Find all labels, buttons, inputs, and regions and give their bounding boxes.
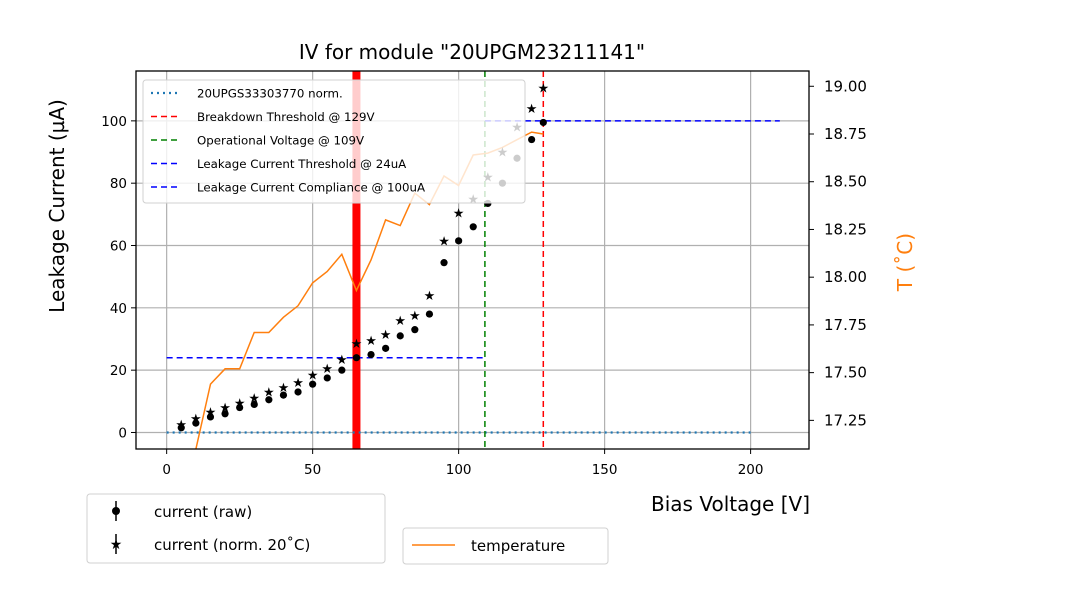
x-axis-label: Bias Voltage [V] [651,492,810,516]
norm-point: ★ [248,392,260,407]
raw-point [177,424,185,432]
legend-norm-label: current (norm. 20˚C) [154,536,310,554]
y2-tick-label: 19.00 [824,77,867,95]
raw-point [192,419,200,427]
x-ticks: 0 50 100 150 200 [162,449,763,478]
norm-point: ★ [205,406,217,421]
norm-point: ★ [380,328,392,343]
raw-point [250,400,258,409]
legend-main-label: Operational Voltage @ 109V [197,134,364,148]
norm-point: ★ [438,234,450,249]
y-tick-label: 80 [110,176,127,192]
norm-point: ★ [351,337,363,352]
raw-point [440,259,448,267]
legend-raw-marker [112,507,120,515]
raw-point [206,413,215,421]
x-tick-label: 100 [446,462,472,478]
raw-point [425,310,434,318]
legend-norm-marker: ★ [110,537,123,553]
raw-point [396,332,404,340]
y2-tick-label: 18.50 [824,173,867,191]
norm-point: ★ [175,418,187,433]
legend-main-label: Leakage Current Compliance @ 100uA [197,181,425,195]
legend-temperature-box [402,527,609,565]
y2-tick-label: 17.25 [824,411,867,429]
y2-tick-label: 17.75 [824,316,867,334]
y-tick-label: 0 [118,425,127,441]
raw-point [323,374,331,382]
norm-point: ★ [537,82,549,97]
x-tick-label: 150 [592,462,618,478]
norm-point: ★ [336,353,348,368]
chart-title: IV for module "20UPGM23211141" [299,40,645,64]
axes-frame [135,70,810,450]
y2-tick-label: 18.75 [824,125,867,143]
norm-point: ★ [263,385,275,400]
norm-point: ★ [321,362,333,377]
raw-point [411,326,419,334]
raw-point [367,350,375,359]
raw-point [455,237,463,245]
legend-current: current (raw) ★ current (norm. 20˚C) [86,493,386,564]
norm-point: ★ [219,401,231,416]
legend-temperature-label: temperature [471,537,565,555]
y-tick-label: 60 [110,239,127,255]
raw-point [338,366,346,374]
raw-point [309,380,317,388]
y2-ticks: 17.25 17.50 17.75 18.00 18.25 18.50 18.75 19.00 [809,77,867,429]
norm-point: ★ [394,314,406,329]
norm-point: ★ [526,102,538,117]
norm-point: ★ [278,381,290,396]
norm-point: ★ [409,309,421,324]
raw-point [279,391,288,399]
y-ticks: 0 20 40 60 80 100 [101,114,136,441]
norm-point: ★ [190,412,202,427]
legend-main-label: Breakdown Threshold @ 129V [197,110,375,124]
raw-point [469,223,477,231]
raw-point [382,344,390,352]
norm-point: ★ [307,368,319,383]
raw-point [539,118,547,127]
y2-axis-label: T (˚C) [893,233,917,292]
norm-point: ★ [365,334,377,349]
legend-main: 20UPGS33303770 norm. Breakdown Threshold … [142,79,526,204]
y2-tick-label: 18.25 [824,220,867,238]
raw-point [221,410,229,418]
norm-point: ★ [292,376,304,391]
y-tick-label: 40 [110,301,127,317]
legend-current-box [86,493,386,564]
raw-point [528,135,536,144]
raw-point [352,354,361,362]
y-tick-label: 20 [110,363,127,379]
y-axis-label: Leakage Current (µA) [45,99,69,313]
raw-point [236,403,244,412]
norm-point: ★ [453,206,465,221]
legend-main-box [142,79,526,204]
y-tick-label: 100 [101,114,127,130]
y2-tick-label: 18.00 [824,268,867,286]
highlight-band [352,71,361,449]
raw-point [265,396,273,404]
legend-raw-label: current (raw) [154,503,252,521]
y2-tick-label: 17.50 [824,364,867,382]
norm-point: ★ [234,396,246,411]
x-tick-label: 50 [304,462,321,478]
norm-point: ★ [424,289,436,304]
legend-main-label: Leakage Current Threshold @ 24uA [197,157,406,171]
x-tick-label: 0 [162,462,171,478]
raw-point [294,388,302,396]
legend-temperature: temperature [402,527,609,565]
legend-main-label: 20UPGS33303770 norm. [197,87,343,101]
x-tick-label: 200 [738,462,764,478]
